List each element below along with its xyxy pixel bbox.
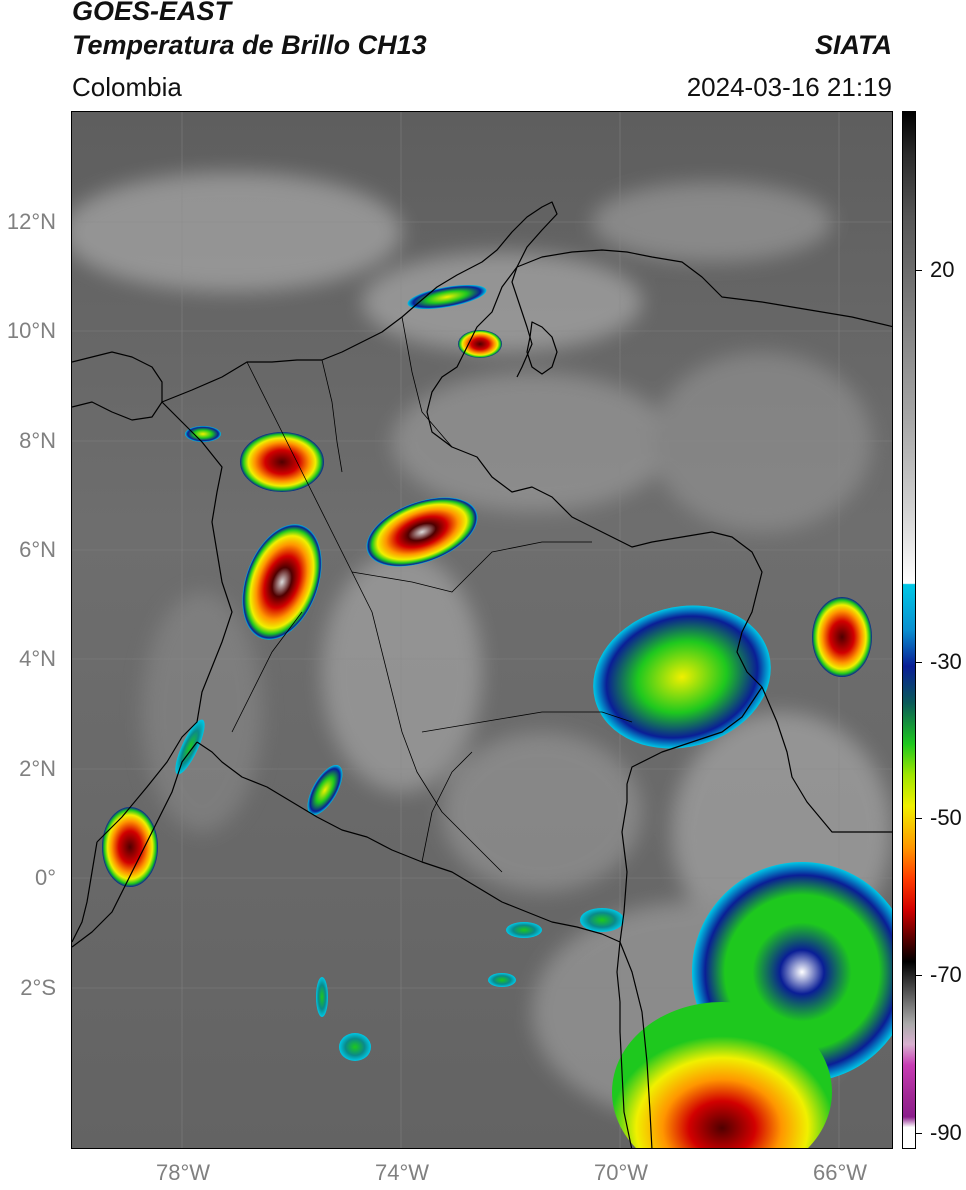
colorbar-tick-minus90 — [916, 1133, 922, 1134]
lon-label-78w: 78°W — [155, 1160, 211, 1185]
storm-cell-amazonas-d — [488, 973, 516, 987]
storm-cell-putumayo — [316, 977, 328, 1017]
title-satellite: GOES-EAST — [72, 0, 232, 26]
lat-label-12n: 12°N — [6, 209, 56, 234]
storm-cell-magdalena — [366, 497, 478, 567]
lat-label-6n: 6°N — [19, 537, 56, 562]
dept-line-b — [351, 541, 592, 593]
colombia-venezuela-border — [426, 266, 763, 688]
colorbar-tick-minus30 — [916, 662, 922, 663]
storm-cell-apure — [812, 597, 872, 677]
colorbar-tick-20 — [916, 270, 922, 271]
colorbar-tick-minus50 — [916, 818, 922, 819]
colombia-peru-border — [196, 741, 621, 943]
dept-line-g — [421, 751, 473, 863]
ecuador-peru-border — [72, 741, 198, 948]
storm-cell-cesar — [458, 330, 502, 358]
organization-label: SIATA — [815, 30, 892, 60]
colorbar-label-minus70: -70 — [930, 962, 962, 987]
dept-line-a — [246, 361, 503, 873]
dept-line-f — [321, 359, 343, 473]
storm-cell-venezuela — [593, 605, 771, 749]
storm-cell-uraba — [240, 432, 324, 492]
convective-cells — [102, 284, 892, 1148]
storm-cell-guajira — [407, 284, 487, 310]
storm-cell-antioquia — [242, 524, 322, 640]
colorbar-label-minus90: -90 — [930, 1120, 962, 1145]
lat-label-10n: 10°N — [6, 318, 56, 343]
colorbar-label-20: 20 — [930, 257, 955, 282]
temperature-colorbar — [902, 111, 916, 1149]
colorbar-label-minus50: -50 — [930, 805, 962, 830]
storm-cell-brazil-red — [612, 1002, 832, 1148]
storm-cell-amazonas-a — [339, 1033, 371, 1061]
lat-label-8n: 8°N — [19, 428, 56, 453]
timestamp-label: 2024-03-16 21:19 — [686, 72, 892, 102]
colorbar-label-minus30: -30 — [930, 649, 962, 674]
region-label: Colombia — [72, 72, 182, 102]
storm-cell-amazonas-b — [580, 908, 624, 932]
panama-coast — [72, 351, 163, 402]
country-borders — [72, 201, 892, 1148]
dept-line-c — [421, 711, 633, 733]
peru-brazil-border — [619, 941, 653, 1148]
maracaibo-lake — [526, 321, 558, 375]
lon-label-70w: 70°W — [593, 1160, 649, 1185]
storm-cell-pacific — [102, 807, 158, 887]
caribbean-coast — [161, 201, 558, 403]
ecuador-coast — [72, 841, 98, 943]
venezuela-coast — [516, 249, 892, 328]
pacific-coast — [96, 401, 233, 843]
lat-label-2n: 2°N — [19, 756, 56, 781]
satellite-map[interactable] — [71, 111, 893, 1149]
lat-label-0: 0° — [34, 865, 56, 890]
panama-pacific-coast — [72, 401, 163, 421]
title-product: Temperatura de Brillo CH13 — [72, 30, 427, 60]
venezuela-brazil-border — [761, 686, 892, 833]
colombia-brazil-border — [616, 686, 763, 1148]
lon-label-66w: 66°W — [812, 1160, 868, 1185]
lon-label-74w: 74°W — [374, 1160, 430, 1185]
lat-label-2s: 2°S — [20, 975, 56, 1000]
lat-label-4n: 4°N — [19, 646, 56, 671]
colorbar-tick-minus70 — [916, 975, 922, 976]
map-canvas — [72, 112, 892, 1148]
dept-line-e — [401, 316, 453, 448]
storm-cell-amazonas-c — [506, 922, 542, 938]
dept-line-d — [231, 611, 303, 733]
storm-cell-meta — [307, 765, 343, 815]
storm-cell-choco — [185, 426, 221, 442]
